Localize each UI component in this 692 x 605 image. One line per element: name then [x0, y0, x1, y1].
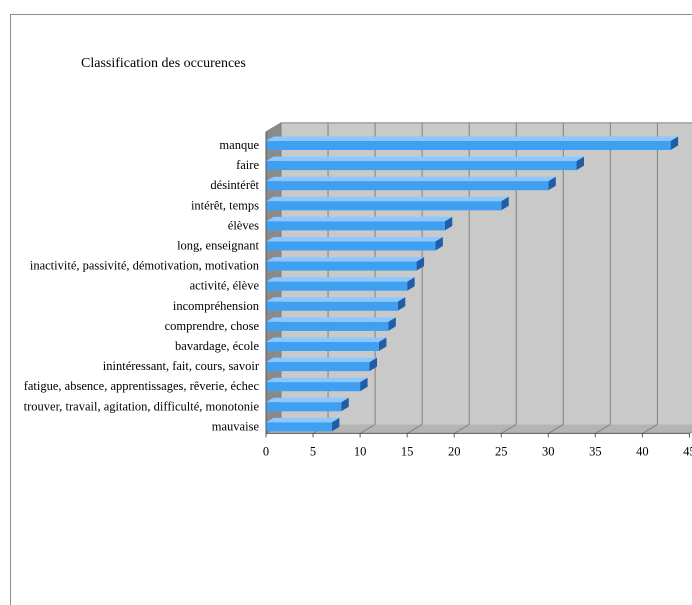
bar-end	[378, 337, 387, 351]
category-label: inactivité, passivité, démotivation, mot…	[30, 259, 260, 273]
bar-end	[576, 156, 585, 171]
bar-end	[360, 377, 368, 392]
gridline-floor	[642, 423, 658, 434]
bar	[266, 181, 549, 191]
bar-end	[416, 257, 425, 271]
bar-end	[501, 196, 509, 211]
bar-top	[266, 196, 509, 202]
chart-wall-edge	[265, 122, 282, 133]
bar	[266, 402, 342, 412]
gridline-floor	[500, 423, 517, 434]
page-border-left	[10, 14, 11, 605]
bar	[266, 141, 671, 150]
bar-end	[331, 417, 340, 432]
bar-end	[341, 397, 349, 412]
bar-end	[435, 237, 443, 251]
bar-top	[266, 257, 425, 262]
bar-top	[266, 317, 396, 322]
bar-top	[266, 237, 443, 242]
category-label: mauvaise	[212, 419, 260, 433]
gridline-floor	[406, 423, 423, 434]
bar-end	[670, 136, 679, 150]
gridline-floor	[453, 423, 470, 434]
bar	[266, 422, 332, 432]
gridline-floor	[595, 423, 611, 434]
gridline-floor	[548, 423, 564, 434]
x-tick-label: 20	[448, 444, 461, 458]
bar-top	[266, 337, 387, 342]
category-label: manque	[219, 138, 259, 152]
category-label: inintéressant, fait, cours, savoir	[103, 359, 260, 373]
bar-top	[266, 377, 368, 383]
bar-end	[407, 277, 415, 291]
x-tick-label: 35	[589, 444, 602, 458]
chart-floor	[266, 424, 692, 434]
bar	[266, 201, 502, 211]
category-label: désintérêt	[210, 178, 259, 192]
category-label: bavardage, école	[175, 339, 259, 353]
category-label: intérêt, temps	[191, 198, 259, 212]
bar	[266, 221, 445, 231]
bar-end	[444, 216, 453, 231]
bar-top	[266, 156, 585, 162]
bar-top	[266, 216, 453, 222]
bar	[266, 382, 361, 392]
bar-top	[266, 176, 556, 182]
bar-end	[397, 297, 406, 311]
page-border-top	[10, 14, 692, 15]
bar	[266, 161, 577, 171]
category-label: comprendre, chose	[165, 319, 260, 333]
x-tick-label: 30	[542, 444, 555, 458]
chart-title: Classification des occurences	[81, 56, 246, 71]
bar-top	[266, 136, 679, 141]
x-tick-label: 15	[401, 444, 414, 458]
x-tick-label: 10	[354, 444, 367, 458]
category-label: élèves	[228, 218, 259, 232]
gridline-floor	[359, 423, 376, 434]
category-label: trouver, travail, agitation, difficulté,…	[24, 399, 260, 413]
category-label: activité, élève	[190, 279, 260, 293]
x-tick-label: 25	[495, 444, 508, 458]
category-label: long, enseignant	[177, 239, 259, 253]
bar-end	[369, 357, 378, 372]
category-label: fatigue, absence, apprentissages, rêveri…	[24, 379, 260, 393]
bar-top	[266, 297, 406, 302]
bar-end	[388, 317, 396, 331]
bar-top	[266, 417, 340, 423]
x-tick-label: 40	[636, 444, 649, 458]
bar	[266, 321, 389, 331]
category-label: faire	[236, 158, 259, 172]
x-tick-label: 45	[683, 444, 692, 458]
bar	[266, 241, 436, 251]
x-tick-label: 5	[310, 444, 316, 458]
bar	[266, 362, 370, 372]
x-tick-label: 0	[263, 444, 269, 458]
bar	[266, 342, 379, 351]
bar-end	[548, 176, 556, 191]
bar	[266, 281, 408, 291]
bar	[266, 301, 398, 311]
bar-top	[266, 397, 349, 403]
bar	[266, 261, 417, 271]
bar-top	[266, 277, 415, 282]
category-label: incompréhension	[173, 299, 260, 313]
bar-top	[266, 357, 378, 363]
